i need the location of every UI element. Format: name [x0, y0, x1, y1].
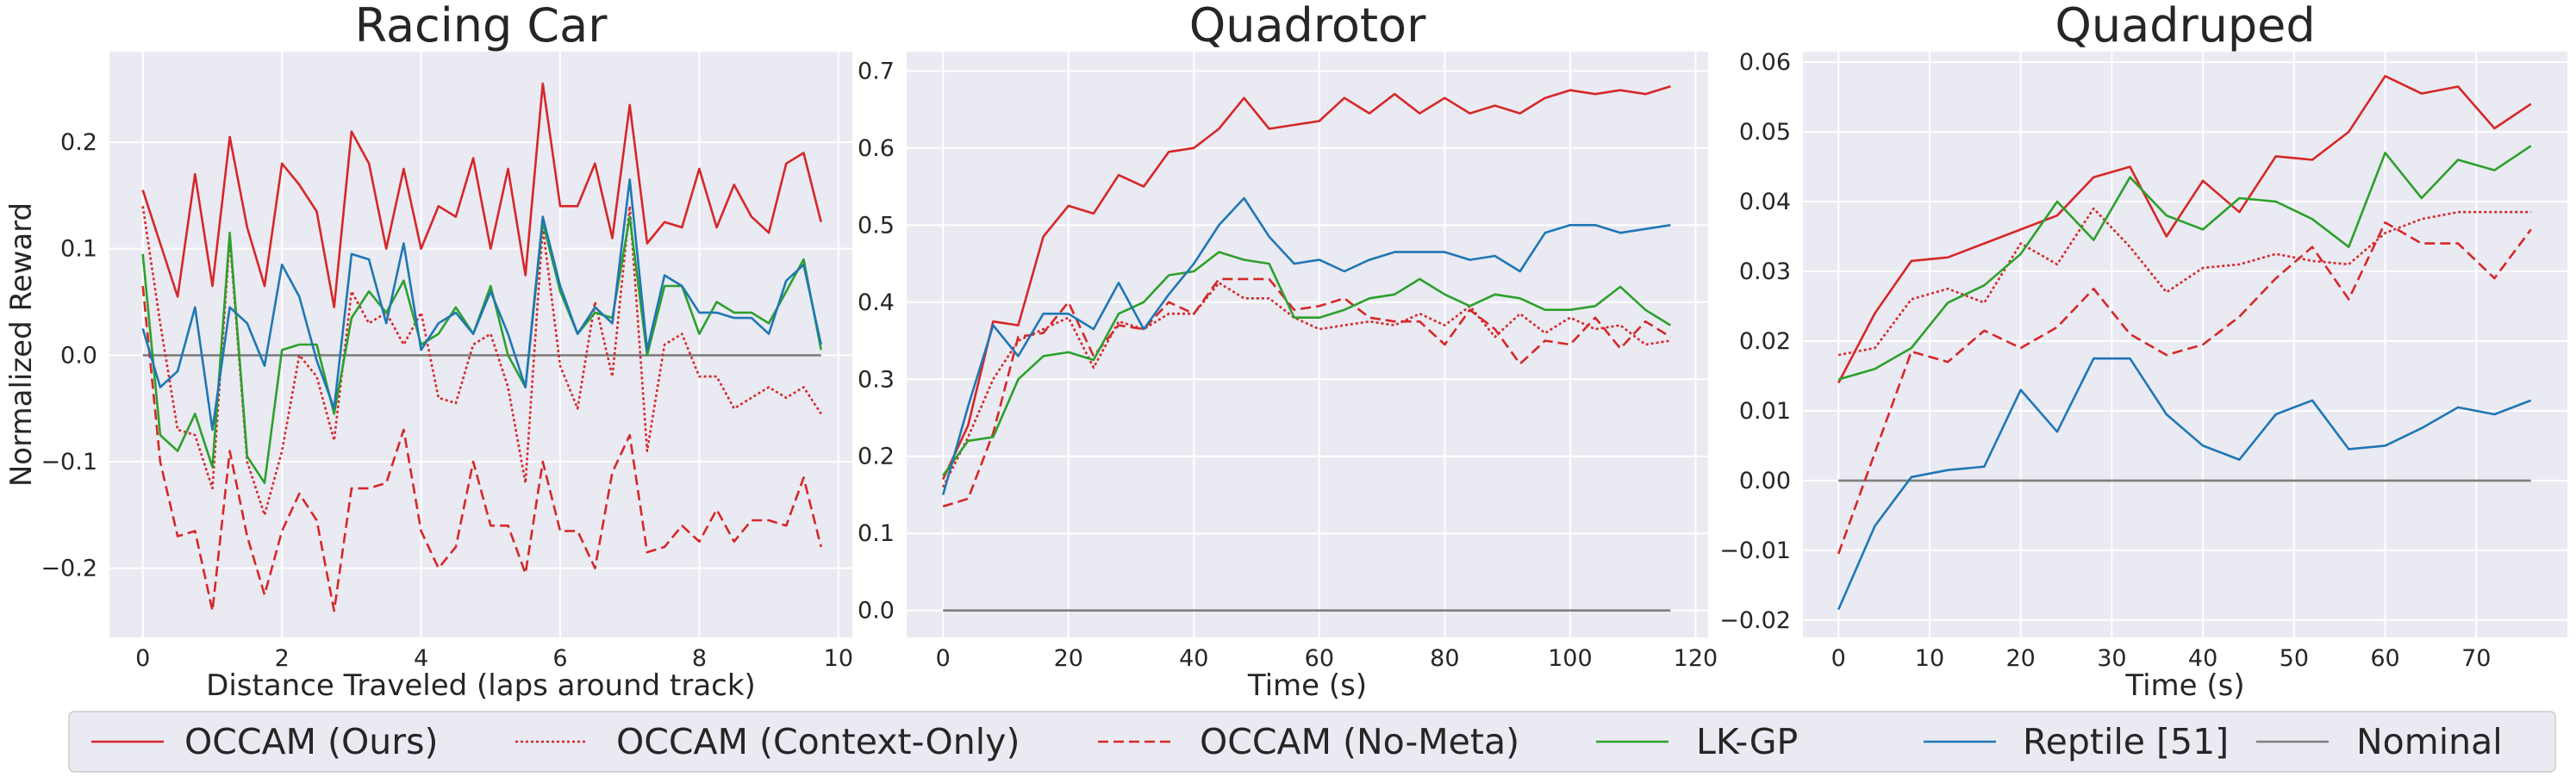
- x-tick-label: 2: [275, 645, 290, 672]
- series-line-occam-ours: [942, 85, 1671, 481]
- legend-label: LK-GP: [1696, 721, 1798, 762]
- panel-quadrotor: 0 20 40 60 80 100 120 0.0 0.1 0.2 0.3 0.4 0.5 0.6 0.7 Q…: [858, 0, 1718, 703]
- y-axis-label: Normalized Reward: [4, 202, 39, 487]
- legend: OCCAM (Ours) OCCAM (Context-Only) OCCAM (N…: [68, 711, 2556, 773]
- chart-title: Quadruped: [2055, 0, 2315, 53]
- y-tick-label: 0.1: [858, 520, 895, 547]
- y-tick-label: 0.0: [60, 342, 97, 369]
- panel-racing-car: 0 2 4 6 8 10 −0.2 −0.1 0.0 0.1 0.2 Racing Car Distan…: [4, 0, 853, 703]
- x-tick-label: 6: [552, 645, 567, 672]
- x-tick-label: 20: [2005, 645, 2035, 672]
- x-tick-label: 0: [135, 645, 150, 672]
- x-tick-label: 0: [936, 645, 951, 672]
- x-tick-label: 20: [1054, 645, 1083, 672]
- x-tick-label: 60: [1305, 645, 1334, 672]
- y-tick-label: 0.01: [1739, 398, 1791, 425]
- x-tick-label: 30: [2097, 645, 2126, 672]
- y-tick-label: 0.4: [858, 289, 895, 316]
- y-tick-label: 0.05: [1739, 119, 1791, 146]
- y-tick-label: −0.02: [1719, 607, 1791, 634]
- y-tick-label: 0.1: [60, 236, 97, 263]
- legend-item-occam-no-meta: OCCAM (No-Meta): [1098, 721, 1519, 762]
- x-tick-label: 4: [414, 645, 428, 672]
- x-tick-label: 10: [824, 645, 853, 672]
- series-line-occam-no-meta: [1837, 221, 2532, 555]
- legend-label: OCCAM (Context-Only): [616, 721, 1020, 762]
- y-tick-label: −0.2: [41, 556, 97, 582]
- legend-label: OCCAM (Ours): [184, 721, 438, 762]
- x-tick-label: 8: [692, 645, 707, 672]
- series-line-occam-no-meta: [141, 285, 822, 612]
- legend-item-occam-context-only: OCCAM (Context-Only): [515, 721, 1020, 762]
- y-tick-label: 0.5: [858, 212, 895, 239]
- legend-item-reptile-51: Reptile [51]: [1924, 721, 2229, 762]
- chart-title: Racing Car: [355, 0, 608, 53]
- y-tick-label: 0.2: [858, 444, 895, 470]
- x-axis-label: Distance Traveled (laps around track): [206, 668, 756, 703]
- y-tick-label: 0.06: [1739, 49, 1791, 76]
- y-tick-label: 0.03: [1739, 258, 1791, 285]
- y-tick-label: −0.01: [1719, 538, 1791, 564]
- x-tick-label: 50: [2280, 645, 2309, 672]
- plot-background: [907, 52, 1708, 637]
- series-line-reptile-51: [941, 196, 1671, 495]
- y-tick-label: 0.04: [1739, 189, 1791, 215]
- x-tick-label: 60: [2370, 645, 2399, 672]
- legend-frame: [68, 711, 2556, 773]
- y-tick-label: −0.1: [41, 449, 97, 476]
- x-tick-label: 10: [1915, 645, 1944, 672]
- y-tick-label: 0.7: [858, 58, 895, 84]
- x-tick-label: 120: [1674, 645, 1718, 672]
- legend-label: Nominal: [2356, 721, 2503, 762]
- legend-label: OCCAM (No-Meta): [1200, 721, 1519, 762]
- y-tick-label: 0.3: [858, 366, 895, 393]
- x-tick-label: 80: [1430, 645, 1459, 672]
- series-line-occam-context-only: [1837, 207, 2531, 357]
- legend-item-lk-gp: LK-GP: [1596, 721, 1798, 762]
- y-tick-label: 0.6: [858, 135, 895, 162]
- y-tick-label: 0.02: [1739, 328, 1791, 355]
- x-tick-label: 40: [2188, 645, 2217, 672]
- x-tick-label: 0: [1831, 645, 1846, 672]
- chart-title: Quadrotor: [1189, 0, 1426, 53]
- legend-item-nominal: Nominal: [2256, 721, 2503, 762]
- series-line-lk-gp: [942, 251, 1671, 476]
- series-line-occam-context-only: [141, 205, 822, 517]
- y-tick-label: 0.2: [60, 129, 97, 156]
- series-line-occam-no-meta: [942, 277, 1671, 508]
- series-line-reptile-51: [141, 178, 822, 432]
- x-tick-label: 40: [1179, 645, 1208, 672]
- series-line-reptile-51: [1837, 357, 2532, 611]
- x-tick-label: 100: [1548, 645, 1593, 672]
- legend-label: Reptile [51]: [2023, 721, 2229, 762]
- y-tick-label: 0.0: [858, 598, 895, 625]
- series-line-lk-gp: [1837, 145, 2532, 381]
- x-axis-label: Time (s): [1247, 668, 1367, 703]
- series-line-occam-ours: [1837, 75, 2532, 384]
- legend-item-occam-ours: OCCAM (Ours): [91, 721, 438, 762]
- x-axis-label: Time (s): [2124, 668, 2244, 703]
- panel-quadruped: 0 10 20 30 40 50 60 70 −0.02 −0.01 0.00 0.01 0.02 0.0…: [1719, 0, 2567, 703]
- y-tick-label: 0.00: [1739, 468, 1791, 494]
- series-line-occam-context-only: [942, 282, 1671, 488]
- series-line-occam-ours: [141, 82, 822, 309]
- x-tick-label: 70: [2461, 645, 2491, 672]
